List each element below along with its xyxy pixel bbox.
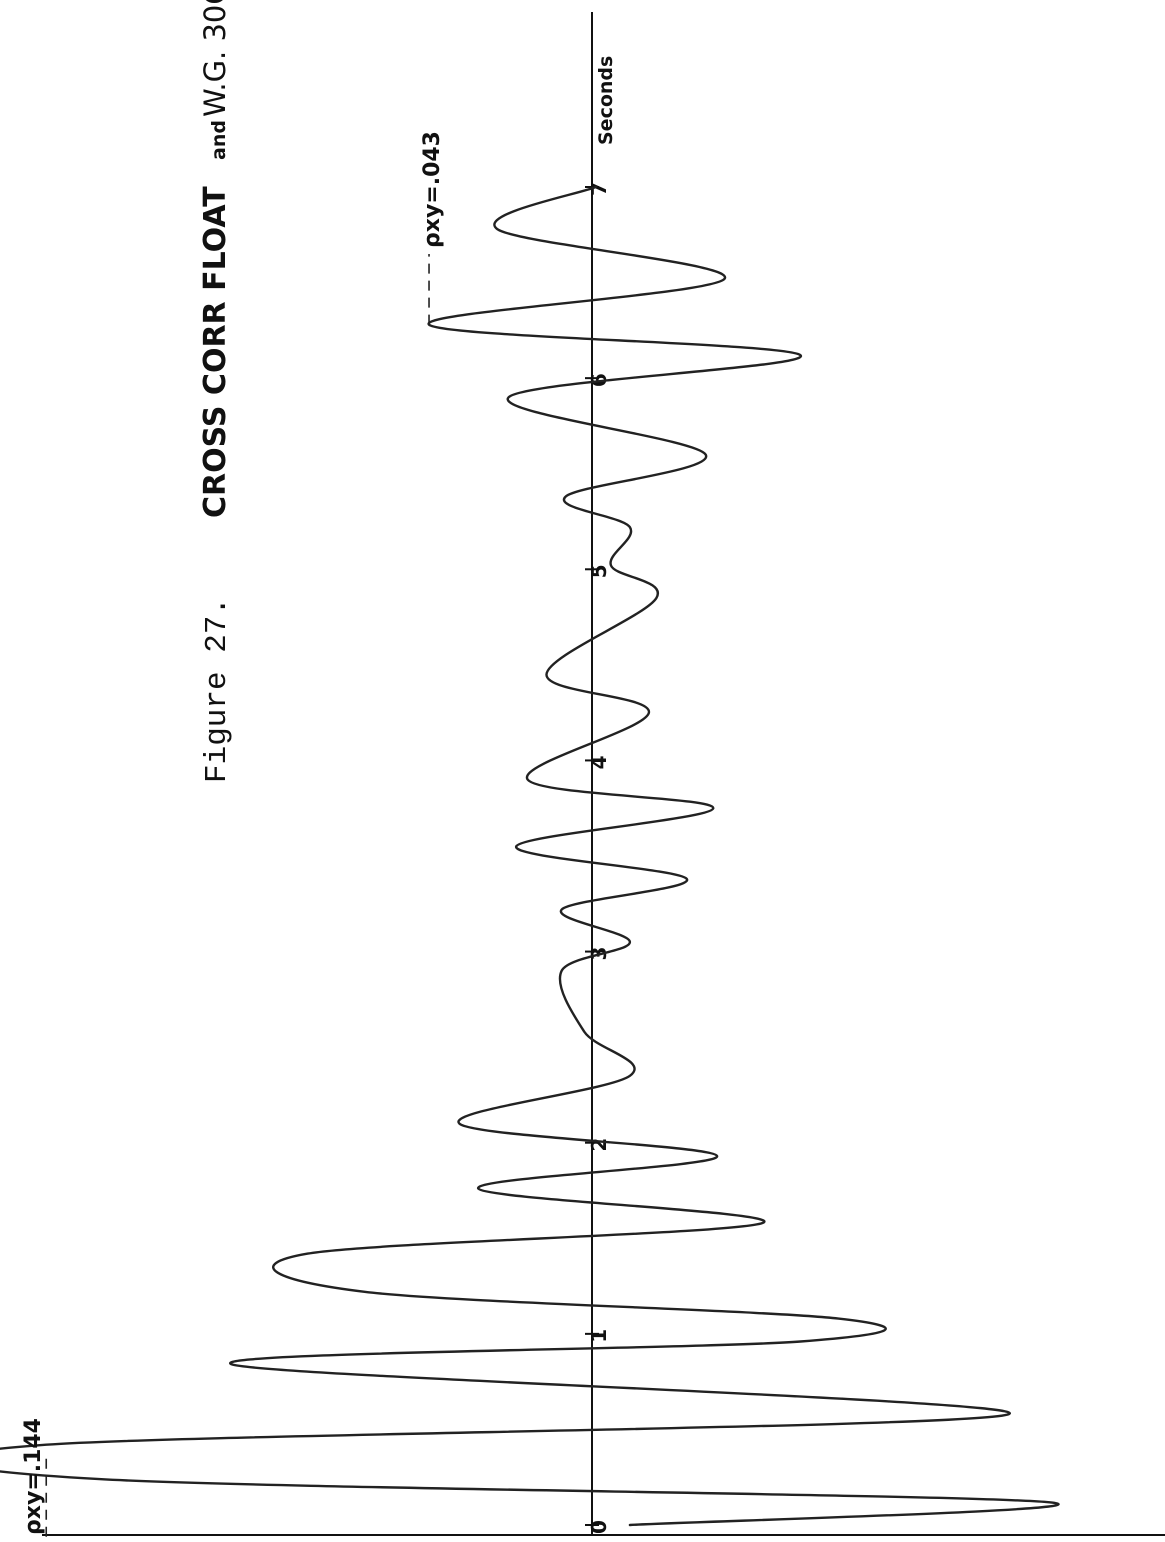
x-tick-label-group: 0 [587, 1520, 611, 1534]
x-axis-label: Seconds [595, 56, 617, 145]
x-tick-label-group: 7 [587, 182, 611, 196]
figure-title-and: and [208, 120, 230, 160]
figure-title-tail: W.G. 30OCT [198, 0, 232, 117]
figure-title-main: CROSS CORR FLOAT [198, 186, 233, 518]
x-tick-label: 0 [587, 1520, 611, 1534]
x-tick-label-group: 4 [587, 755, 611, 769]
x-tick-label: 7 [587, 182, 611, 196]
figure-title: Figure 27. [200, 597, 235, 783]
annotation-label: ρxy=.144 [21, 1418, 46, 1535]
annotation-label-group: ρxy=.043 [420, 131, 445, 248]
x-tick-label-group: 1 [587, 1329, 611, 1343]
x-axis-label-group: Seconds [595, 56, 617, 145]
x-tick-label: 1 [587, 1329, 611, 1343]
annotation-label-group: ρxy=.144 [21, 1418, 46, 1535]
correlation-curve [0, 185, 1060, 1527]
figure-title-tail-text: W.G. 30OCT [198, 0, 232, 117]
annotation-label: ρxy=.043 [420, 131, 445, 248]
annotation-layer: ρxy=.144 ρxy=.043 [21, 131, 445, 1540]
x-tick-label: 5 [587, 564, 611, 578]
figure-title-and-text: and [208, 120, 230, 160]
x-tick-label: 4 [587, 755, 611, 769]
figure-number-label: Figure 27. [200, 597, 235, 783]
x-tick-label-group: 5 [587, 564, 611, 578]
figure-title-main-text: CROSS CORR FLOAT [198, 186, 233, 518]
